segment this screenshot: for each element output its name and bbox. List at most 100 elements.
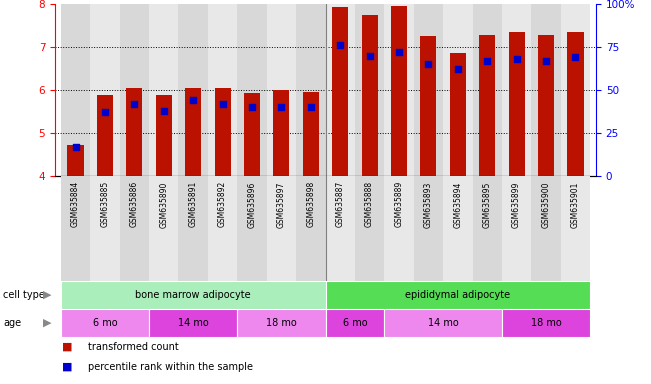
Point [159,108,169,114]
Bar [126,88,143,176]
Bar [90,176,120,281]
Text: bone marrow adipocyte: bone marrow adipocyte [135,290,251,300]
Text: GSM635890: GSM635890 [159,181,169,228]
Point [452,66,463,73]
Bar [208,176,238,281]
Text: transformed count: transformed count [87,342,178,352]
Bar [303,92,319,176]
Bar [384,4,413,176]
Point [512,56,522,62]
Point [247,104,257,110]
Bar [567,32,583,176]
Bar [238,176,267,281]
Point [394,49,404,55]
Text: 6 mo: 6 mo [342,318,367,328]
Bar [332,7,348,176]
Bar [61,281,326,309]
Text: GSM635884: GSM635884 [71,181,80,227]
Text: GSM635897: GSM635897 [277,181,286,228]
Bar [531,4,561,176]
Text: ▶: ▶ [43,318,51,328]
Text: ■: ■ [61,362,72,372]
Text: percentile rank within the sample: percentile rank within the sample [87,362,253,372]
Bar [443,176,473,281]
Point [188,97,199,103]
Bar [561,4,590,176]
Bar [178,4,208,176]
Bar [244,93,260,176]
Text: 18 mo: 18 mo [531,318,561,328]
Text: GSM635901: GSM635901 [571,181,580,228]
Text: GSM635900: GSM635900 [542,181,551,228]
Text: GSM635899: GSM635899 [512,181,521,228]
Text: age: age [3,318,21,328]
Point [335,42,346,48]
Text: GSM635894: GSM635894 [453,181,462,228]
Bar [267,4,296,176]
Point [570,54,581,60]
Bar [120,4,149,176]
Bar [473,4,502,176]
Text: GSM635893: GSM635893 [424,181,433,228]
Bar [90,4,120,176]
Bar [561,176,590,281]
Text: GSM635888: GSM635888 [365,181,374,227]
Text: ■: ■ [61,342,72,352]
Bar [502,4,531,176]
Point [70,144,81,150]
Text: GSM635891: GSM635891 [189,181,198,227]
Point [482,58,492,64]
Text: 6 mo: 6 mo [92,318,117,328]
Point [305,104,316,110]
Point [217,101,228,107]
Bar [450,53,466,176]
Point [129,101,139,107]
Text: GSM635887: GSM635887 [336,181,344,227]
Bar [421,36,436,176]
Bar [185,88,201,176]
Bar [326,4,355,176]
Bar [267,176,296,281]
Bar [156,95,172,176]
Point [541,58,551,64]
Bar [361,15,378,176]
Text: GSM635889: GSM635889 [395,181,404,227]
Text: ▶: ▶ [43,290,51,300]
Point [100,109,110,116]
Bar [508,32,525,176]
Bar [326,309,384,337]
Bar [326,176,355,281]
Bar [502,309,590,337]
Bar [538,35,554,176]
Bar [413,4,443,176]
Bar [178,176,208,281]
Bar [97,95,113,176]
Bar [208,4,238,176]
Text: GSM635898: GSM635898 [307,181,315,227]
Bar [296,176,326,281]
Text: 18 mo: 18 mo [266,318,297,328]
Bar [479,35,495,176]
Text: cell type: cell type [3,290,45,300]
Bar [326,281,590,309]
Bar [61,309,149,337]
Point [365,53,375,59]
Bar [473,176,502,281]
Bar [355,4,384,176]
Bar [296,4,326,176]
Text: GSM635892: GSM635892 [218,181,227,227]
Point [423,61,434,67]
Point [276,104,286,110]
Bar [384,309,502,337]
Bar [149,4,178,176]
Bar [391,6,407,176]
Text: 14 mo: 14 mo [178,318,208,328]
Bar [238,309,326,337]
Bar [61,4,90,176]
Bar [273,90,290,176]
Bar [502,176,531,281]
Text: GSM635886: GSM635886 [130,181,139,227]
Bar [443,4,473,176]
Bar [61,176,90,281]
Bar [149,309,238,337]
